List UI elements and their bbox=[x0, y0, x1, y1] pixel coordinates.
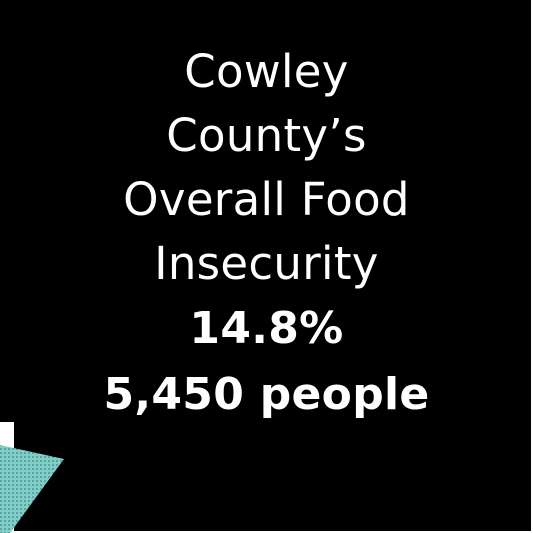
headline-block: Cowley County’s Overall Food Insecurity … bbox=[0, 40, 533, 428]
headline-line-2: County’s bbox=[166, 109, 367, 162]
bottom-white-border bbox=[0, 531, 533, 533]
headline-line-1: Cowley bbox=[184, 45, 349, 98]
people-count: 5,450 people bbox=[103, 369, 430, 420]
headline-line-3: Overall Food bbox=[123, 173, 410, 226]
right-white-border bbox=[531, 0, 533, 533]
headline-line-4: Insecurity bbox=[154, 237, 379, 290]
percent-value: 14.8% bbox=[189, 303, 344, 354]
left-white-notch bbox=[0, 422, 14, 533]
